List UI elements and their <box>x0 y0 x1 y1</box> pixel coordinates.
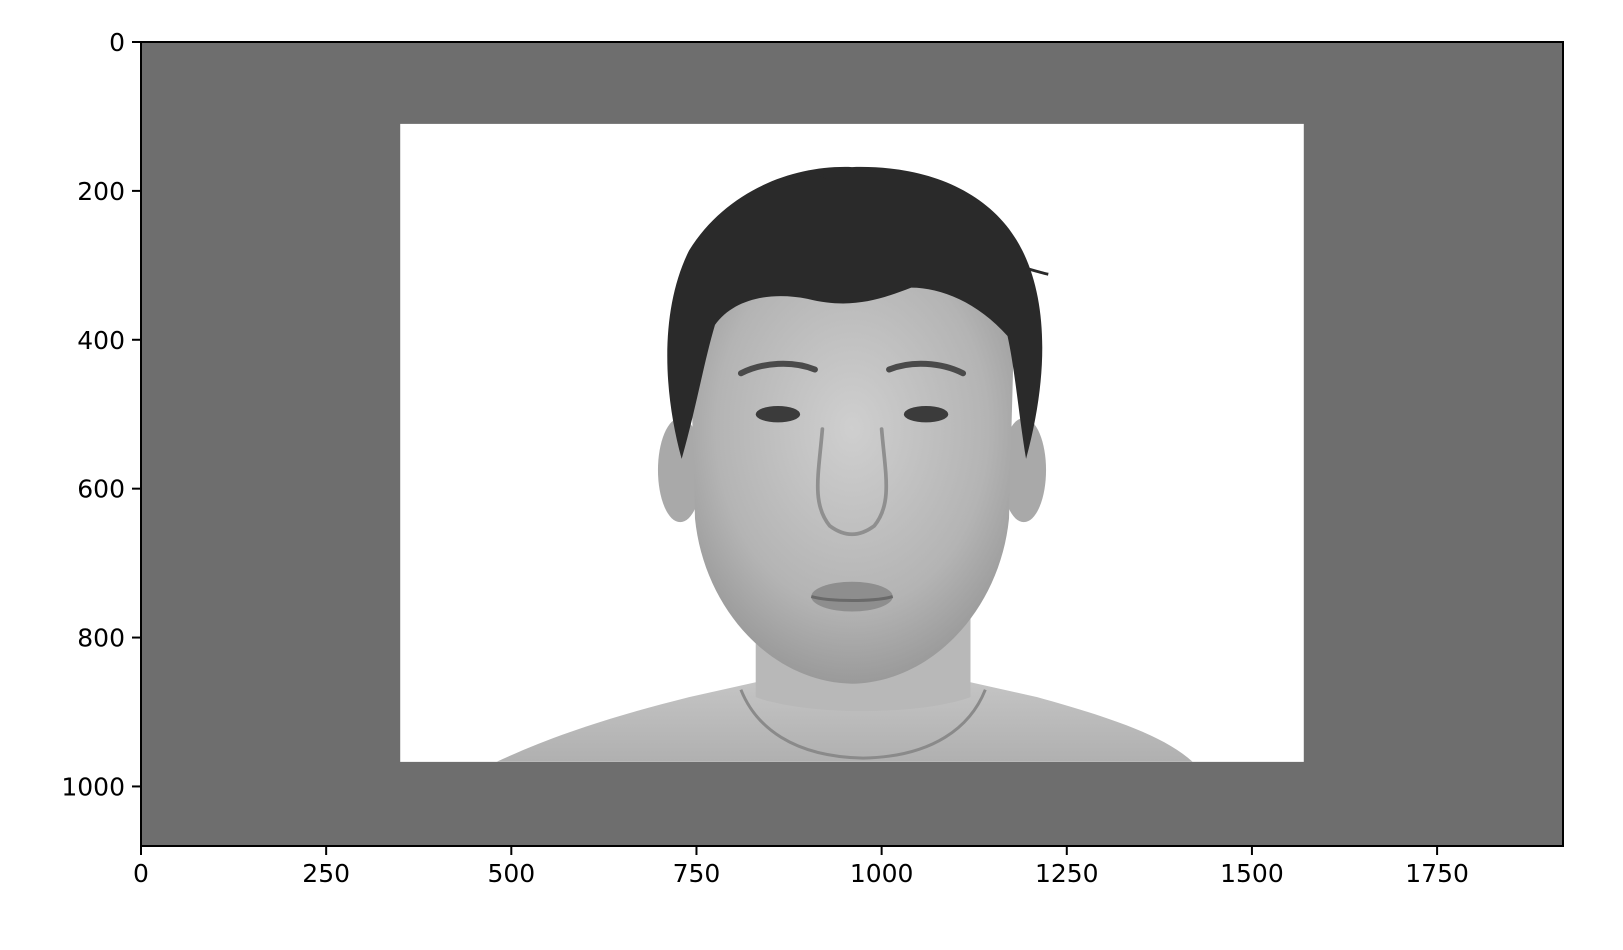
shirt-shape <box>496 682 1193 762</box>
y-tick-label: 1000 <box>61 772 125 801</box>
left-ear-shape <box>657 417 703 523</box>
x-tick-label: 0 <box>133 859 149 888</box>
left-eye-shape <box>755 406 801 423</box>
y-axis: 0 200 400 600 800 1000 <box>61 28 141 801</box>
x-tick-label: 1250 <box>1035 859 1099 888</box>
hair-strand <box>810 170 857 203</box>
y-tick-label: 600 <box>77 475 125 504</box>
x-tick-label: 750 <box>673 859 721 888</box>
mouth-line <box>810 595 894 603</box>
x-axis: 0 250 500 750 1000 1250 1500 1750 <box>133 846 1469 888</box>
hair-shape <box>667 166 1043 459</box>
y-tick-label: 800 <box>77 624 125 653</box>
x-tick-label: 250 <box>302 859 350 888</box>
x-tick-label: 1000 <box>850 859 914 888</box>
axes-frame <box>140 41 1564 847</box>
right-ear-shape <box>1001 417 1047 523</box>
y-tick-label: 0 <box>109 28 125 57</box>
left-eyebrow-shape <box>737 360 818 377</box>
x-tick-label: 1500 <box>1220 859 1284 888</box>
right-eyebrow-shape <box>886 360 967 377</box>
y-tick-label: 200 <box>77 177 125 206</box>
collar-line <box>739 689 987 760</box>
nose-shape <box>815 427 889 537</box>
y-tick-label: 400 <box>77 326 125 355</box>
portrait-icon <box>496 166 1193 762</box>
hair-strand <box>1014 263 1049 276</box>
right-eye-shape <box>903 406 949 423</box>
mouth-shape <box>811 581 893 612</box>
x-tick-label: 1750 <box>1405 859 1469 888</box>
face-shape <box>690 257 1014 684</box>
x-tick-label: 500 <box>487 859 535 888</box>
